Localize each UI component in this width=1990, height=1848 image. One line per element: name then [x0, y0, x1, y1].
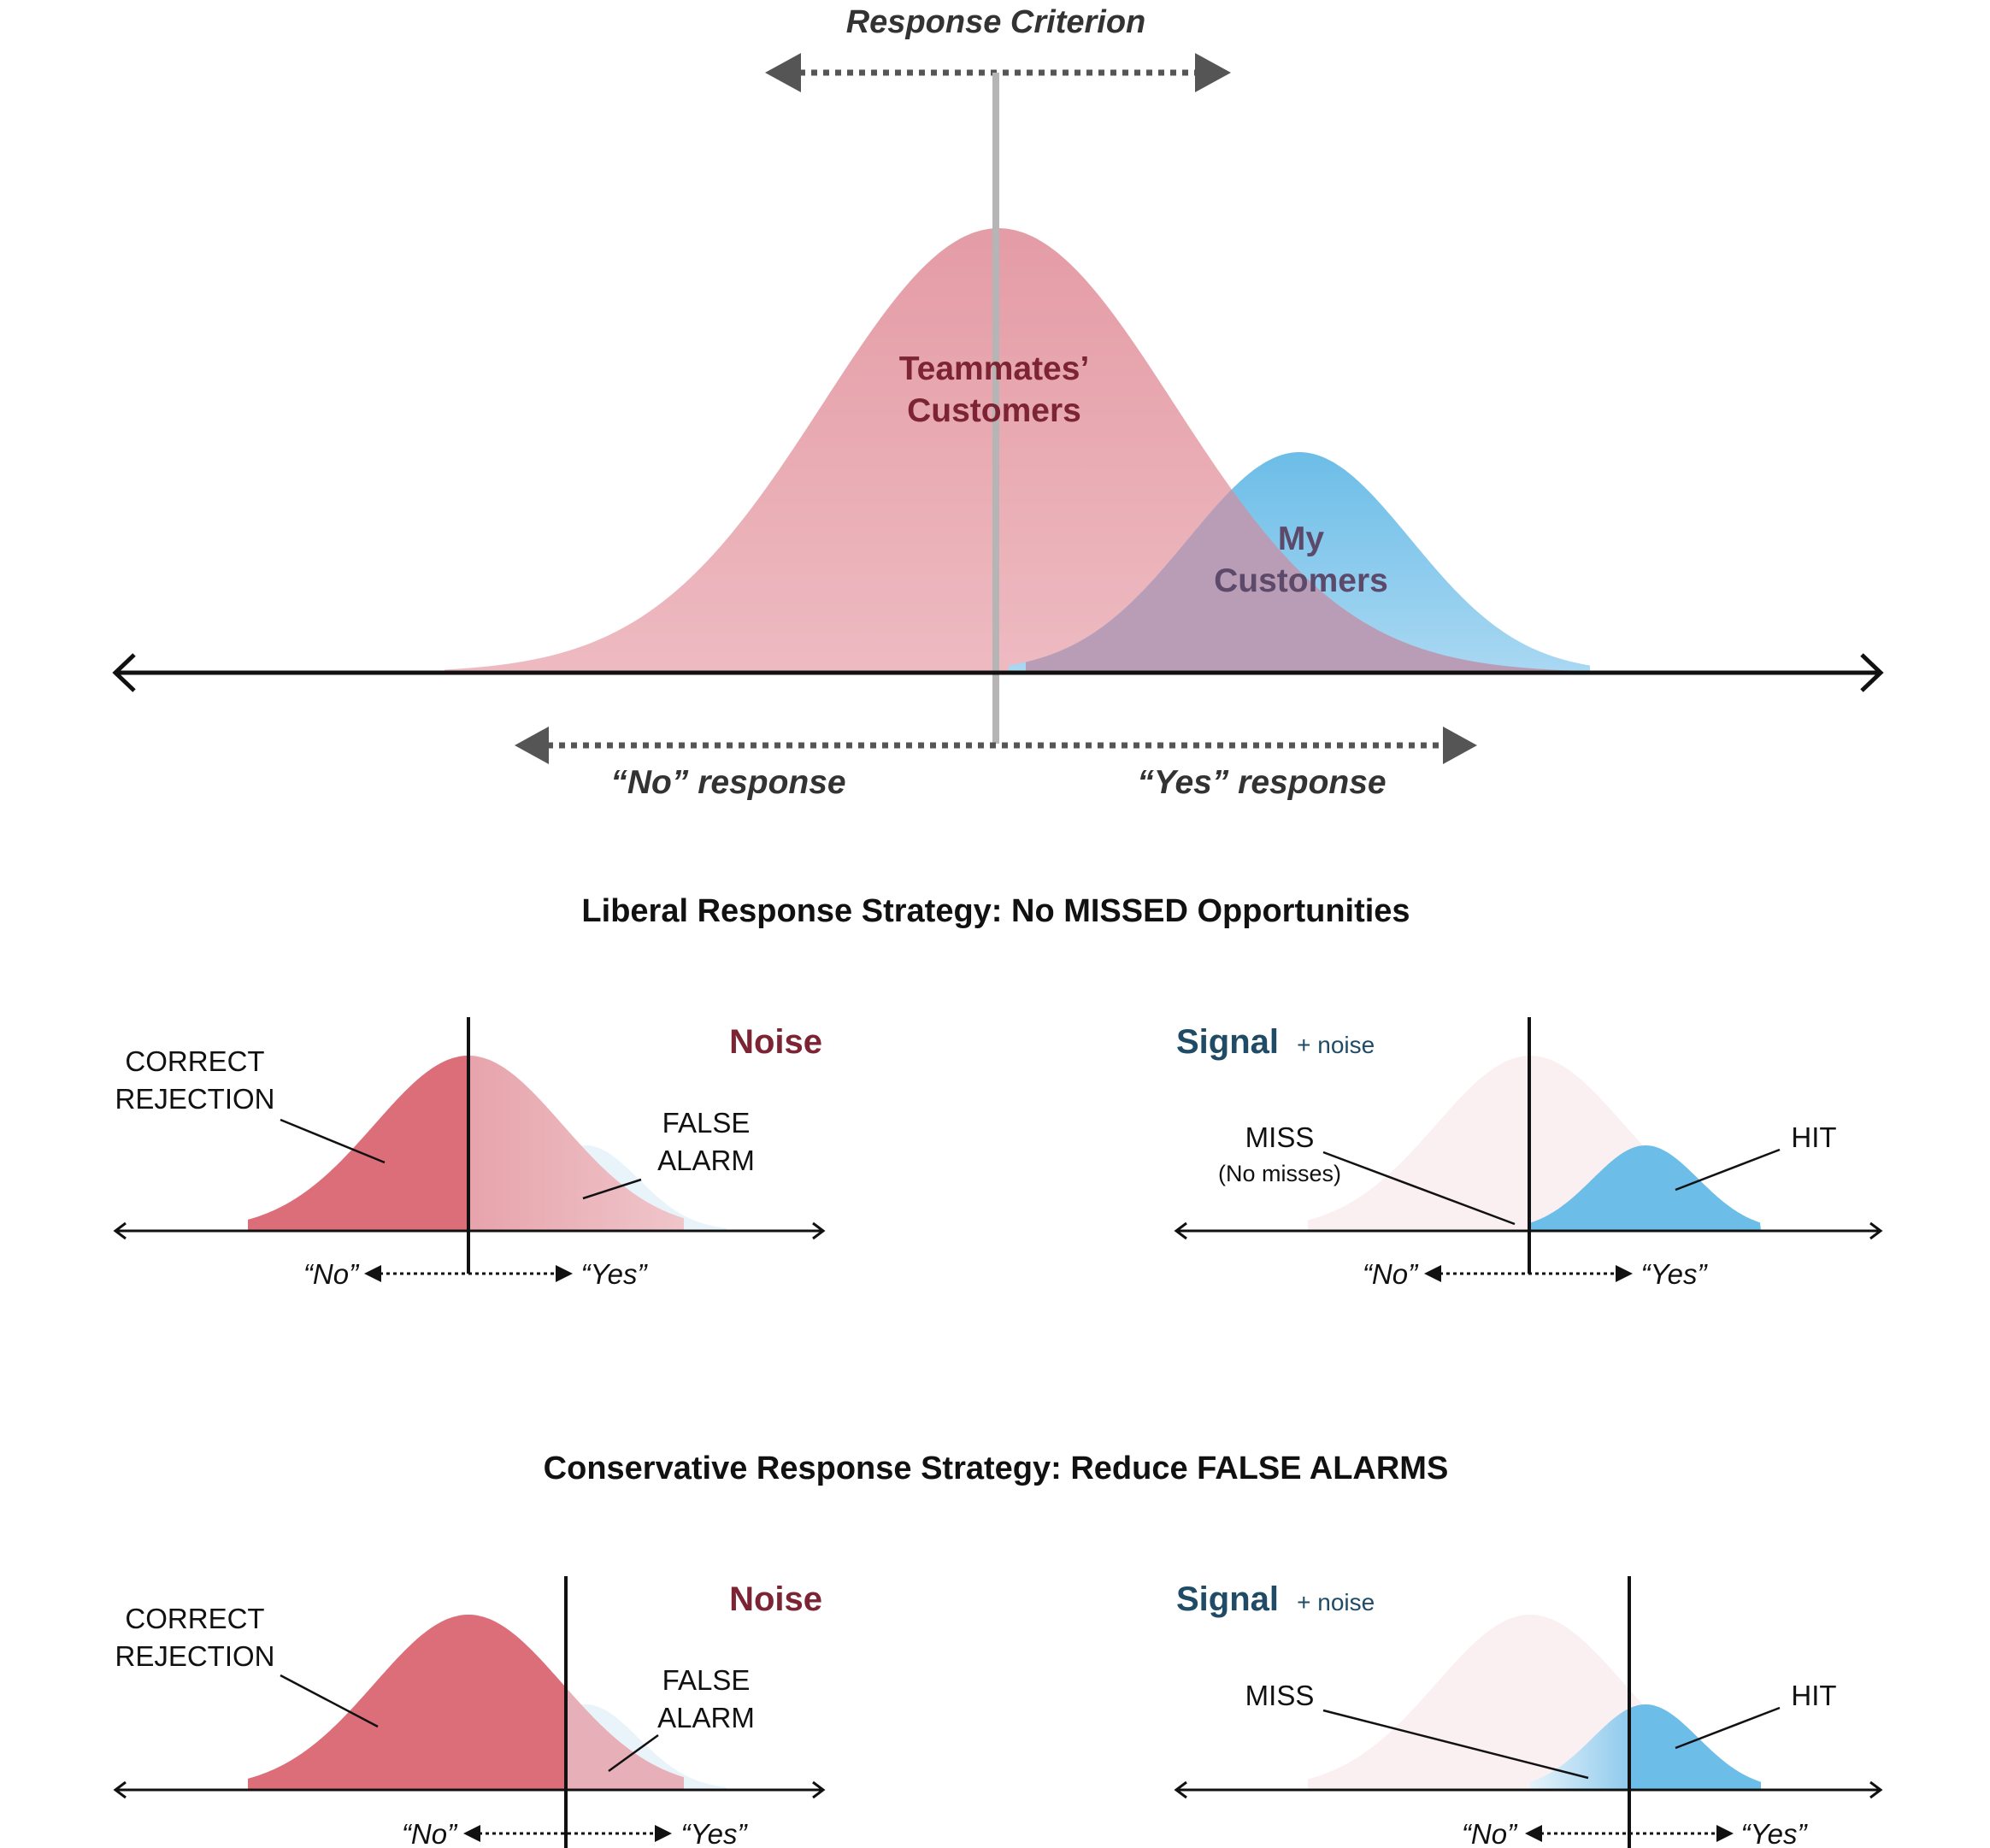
no-label: “No”	[1363, 1258, 1419, 1290]
teammates-label-line1: Teammates’	[899, 350, 1090, 387]
hit-area	[1629, 1704, 1761, 1790]
hit-area	[1529, 1145, 1761, 1231]
conservative-noise-panel: Noise CORRECT REJECTION FALSE ALARM “No”…	[113, 1576, 826, 1848]
signal-title-main: Signal	[1176, 1023, 1279, 1061]
no-yes-arrow-icon	[1424, 1265, 1633, 1282]
correct-rejection-label-1: CORRECT	[125, 1045, 264, 1077]
noise-title: Noise	[729, 1023, 822, 1061]
noise-title: Noise	[729, 1580, 822, 1618]
axis-icon	[113, 1221, 826, 1240]
axis-icon	[1174, 1780, 1883, 1799]
axis-icon	[1174, 1221, 1883, 1240]
yes-label: “Yes”	[1640, 1258, 1708, 1290]
response-criterion-title: Response Criterion	[846, 4, 1146, 40]
overlap-region	[1026, 490, 1573, 673]
no-yes-arrow-icon	[1525, 1825, 1734, 1842]
liberal-signal-panel: Signal + noise MISS (No misses) HIT “No”…	[1174, 1017, 1883, 1290]
false-alarm-label-2: ALARM	[657, 1145, 755, 1176]
response-arrow-icon	[515, 727, 1477, 764]
false-alarm-label-1: FALSE	[662, 1664, 751, 1696]
conservative-title: Conservative Response Strategy: Reduce F…	[544, 1451, 1449, 1486]
correct-rejection-area	[248, 1615, 566, 1790]
signal-title-suffix: + noise	[1297, 1032, 1375, 1058]
correct-rejection-label-2: REJECTION	[115, 1083, 274, 1115]
no-yes-arrow-icon	[364, 1265, 573, 1282]
yes-label: “Yes”	[1740, 1818, 1808, 1848]
miss-label: MISS	[1245, 1680, 1315, 1711]
liberal-title: Liberal Response Strategy: No MISSED Opp…	[581, 893, 1410, 929]
correct-rejection-label-2: REJECTION	[115, 1640, 274, 1672]
yes-response-label: “Yes” response	[1137, 764, 1386, 801]
main-axis	[112, 653, 1884, 692]
hit-label: HIT	[1791, 1680, 1836, 1711]
liberal-noise-panel: Noise CORRECT REJECTION FALSE ALARM “No”…	[113, 1017, 826, 1290]
false-alarm-area	[468, 1056, 684, 1231]
yes-label: “Yes”	[680, 1818, 748, 1848]
my-customers-label-line2: Customers	[1214, 562, 1388, 599]
my-customers-label-line1: My	[1278, 521, 1324, 557]
no-yes-arrow-icon	[463, 1825, 672, 1842]
false-alarm-label-2: ALARM	[657, 1702, 755, 1733]
false-alarm-area	[566, 1687, 684, 1790]
conservative-signal-panel: Signal + noise MISS HIT “No” “Yes”	[1174, 1576, 1883, 1848]
miss-note: (No misses)	[1218, 1161, 1341, 1186]
no-label: “No”	[303, 1258, 360, 1290]
miss-label: MISS	[1245, 1121, 1315, 1153]
correct-rejection-label-1: CORRECT	[125, 1603, 264, 1634]
false-alarm-label-1: FALSE	[662, 1107, 751, 1139]
no-label: “No”	[402, 1818, 458, 1848]
axis-icon	[113, 1780, 826, 1799]
yes-label: “Yes”	[580, 1258, 648, 1290]
signal-title: Signal + noise	[1176, 1023, 1375, 1061]
teammates-label-line2: Customers	[907, 392, 1081, 429]
no-label: “No”	[1462, 1818, 1518, 1848]
signal-title-suffix: + noise	[1297, 1589, 1375, 1616]
top-diagram: Response Criterion Teammates’ Customers …	[112, 4, 1884, 801]
signal-title: Signal + noise	[1176, 1580, 1375, 1618]
hit-label: HIT	[1791, 1121, 1836, 1153]
signal-title-main: Signal	[1176, 1580, 1279, 1618]
criterion-arrow-icon	[765, 53, 1231, 92]
no-response-label: “No” response	[610, 764, 845, 801]
miss-area	[1530, 1708, 1629, 1790]
correct-rejection-area	[248, 1056, 468, 1231]
